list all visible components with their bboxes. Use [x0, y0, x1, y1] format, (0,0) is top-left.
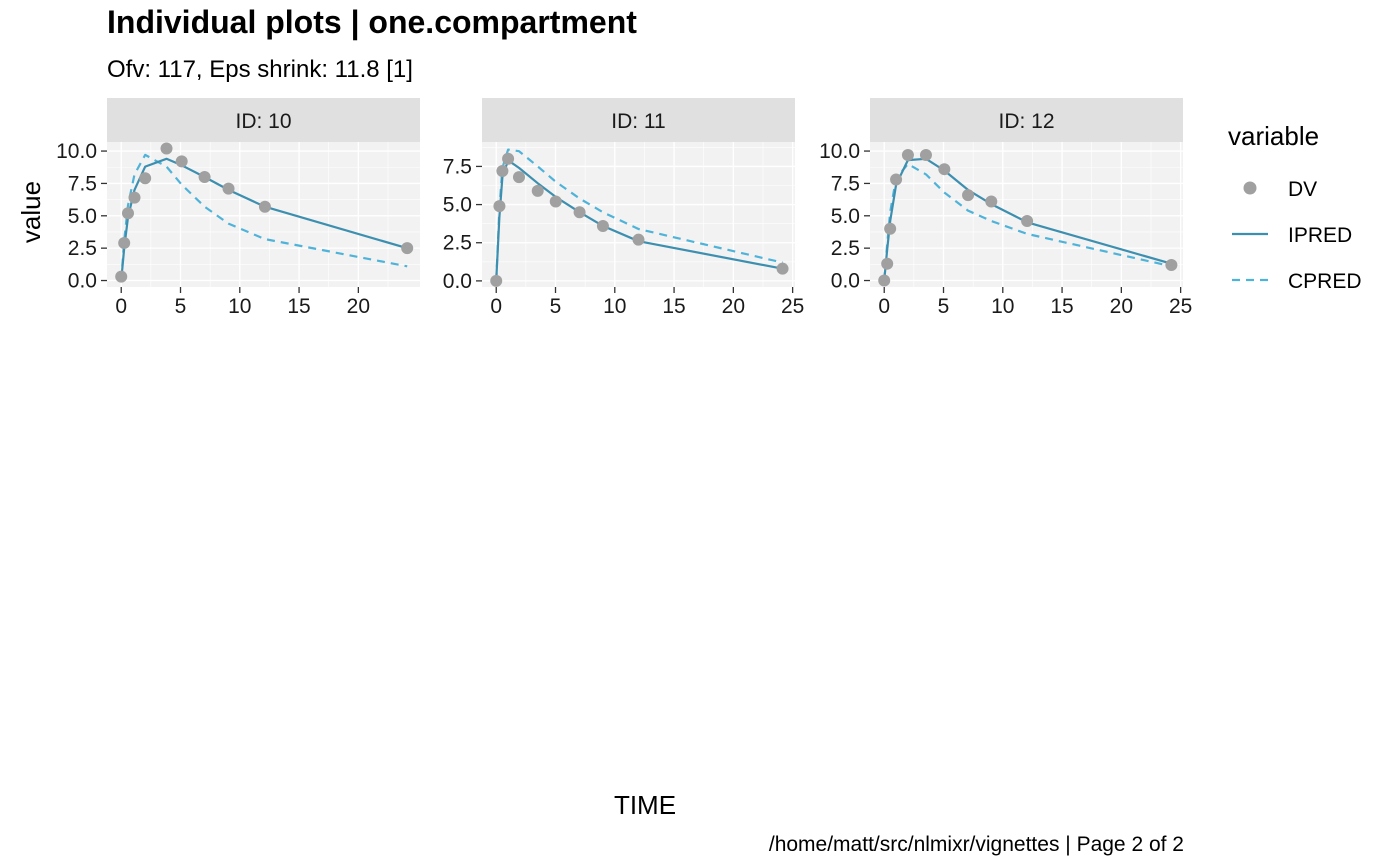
- panel-background: [107, 142, 420, 287]
- x-tick-label: 25: [1169, 295, 1192, 318]
- y-tick-label: 7.5: [831, 172, 860, 195]
- dv-point: [115, 270, 128, 283]
- legend-label-cpred: CPRED: [1288, 270, 1362, 293]
- dv-point: [549, 195, 562, 208]
- dv-point: [502, 152, 515, 165]
- legend-title: variable: [1228, 121, 1319, 151]
- dv-point: [493, 200, 506, 213]
- x-tick-label: 15: [287, 295, 310, 318]
- dv-point: [175, 155, 188, 168]
- x-tick-label: 10: [603, 295, 626, 318]
- legend: variable DV IPRED CPRED: [1228, 121, 1362, 293]
- y-tick-label: 10.0: [819, 140, 860, 163]
- dv-point: [878, 274, 891, 287]
- y-tick-label: 7.5: [443, 155, 472, 178]
- chart-title: Individual plots | one.compartment: [107, 4, 637, 40]
- dv-point: [985, 195, 998, 208]
- y-tick-label: 2.5: [443, 232, 472, 255]
- y-tick-label: 5.0: [68, 205, 97, 228]
- dv-point: [632, 233, 645, 246]
- x-tick-label: 10: [228, 295, 251, 318]
- facet-panels: ID: 10 0 5 10 15 20 0.0 2.5 5.0 7.5 10.0 ID: 11 0 5 10…: [56, 98, 1192, 318]
- facet-strip: [107, 98, 420, 142]
- x-tick-label: 15: [662, 295, 685, 318]
- y-tick-label: 0.0: [831, 270, 860, 293]
- dv-point: [596, 219, 609, 232]
- dv-point: [160, 142, 173, 155]
- dv-point: [938, 163, 951, 176]
- facet-strip-label: ID: 11: [611, 110, 665, 133]
- x-tick-label: 5: [938, 295, 950, 318]
- dv-point: [919, 148, 932, 161]
- y-tick-label: 10.0: [56, 140, 97, 163]
- x-tick-label: 0: [115, 295, 127, 318]
- x-tick-label: 20: [1110, 295, 1133, 318]
- dv-point: [121, 207, 134, 220]
- dv-point: [496, 165, 509, 177]
- dv-point: [884, 222, 897, 235]
- y-tick-label: 5.0: [443, 194, 472, 217]
- facet-panel-2: ID: 12 0 5 10 15 20 25 0.0 2.5 5.0 7.5 10.0: [819, 98, 1192, 318]
- facet-panel-1: ID: 11 0 5 10 15 20 25 0.0 2.5 5.0 7.5: [443, 98, 804, 318]
- dv-point: [901, 148, 914, 161]
- x-tick-label: 0: [878, 295, 890, 318]
- y-tick-label: 0.0: [443, 270, 472, 293]
- x-tick-label: 20: [722, 295, 745, 318]
- x-tick-label: 20: [347, 295, 370, 318]
- dv-point: [1021, 214, 1034, 227]
- facet-strip: [870, 98, 1183, 142]
- dv-point: [139, 172, 152, 185]
- dv-point: [512, 171, 525, 184]
- panel-background: [482, 142, 795, 287]
- x-tick-label: 5: [550, 295, 562, 318]
- facet-strip: [482, 98, 795, 142]
- y-tick-label: 7.5: [68, 172, 97, 195]
- y-axis-title: value: [16, 181, 46, 243]
- dv-point: [198, 170, 211, 183]
- dv-point: [258, 200, 271, 213]
- panel-background: [870, 142, 1183, 287]
- series-line-ipred: [495, 159, 783, 281]
- x-tick-label: 5: [175, 295, 187, 318]
- dv-point: [490, 274, 503, 287]
- dv-point: [1165, 258, 1178, 271]
- dv-point: [531, 184, 544, 197]
- chart-subtitle: Ofv: 117, Eps shrink: 11.8 [1]: [107, 56, 413, 83]
- dv-point: [222, 182, 235, 195]
- series-line-ipred: [120, 157, 408, 281]
- x-tick-label: 25: [781, 295, 804, 318]
- dv-point: [776, 262, 789, 275]
- x-tick-label: 10: [991, 295, 1014, 318]
- y-tick-label: 2.5: [68, 237, 97, 260]
- dv-point: [881, 257, 894, 270]
- page-caption: /home/matt/src/nlmixr/vignettes | Page 2…: [769, 833, 1184, 856]
- dv-point: [962, 189, 975, 202]
- facet-strip-label: ID: 10: [235, 110, 291, 133]
- x-tick-label: 0: [490, 295, 502, 318]
- x-axis-title: TIME: [614, 790, 676, 820]
- dv-point: [118, 236, 131, 249]
- dv-point: [573, 206, 586, 219]
- legend-label-ipred: IPRED: [1288, 224, 1352, 247]
- dv-point: [128, 191, 141, 204]
- legend-key-dv: [1243, 181, 1257, 195]
- x-tick-label: 15: [1050, 295, 1073, 318]
- y-tick-label: 5.0: [831, 205, 860, 228]
- dv-point: [890, 173, 903, 186]
- legend-label-dv: DV: [1288, 178, 1317, 201]
- facet-strip-label: ID: 12: [998, 110, 1054, 133]
- dv-point: [401, 242, 414, 255]
- y-tick-label: 2.5: [831, 237, 860, 260]
- facet-panel-0: ID: 10 0 5 10 15 20 0.0 2.5 5.0 7.5 10.0: [56, 98, 420, 318]
- y-tick-label: 0.0: [68, 270, 97, 293]
